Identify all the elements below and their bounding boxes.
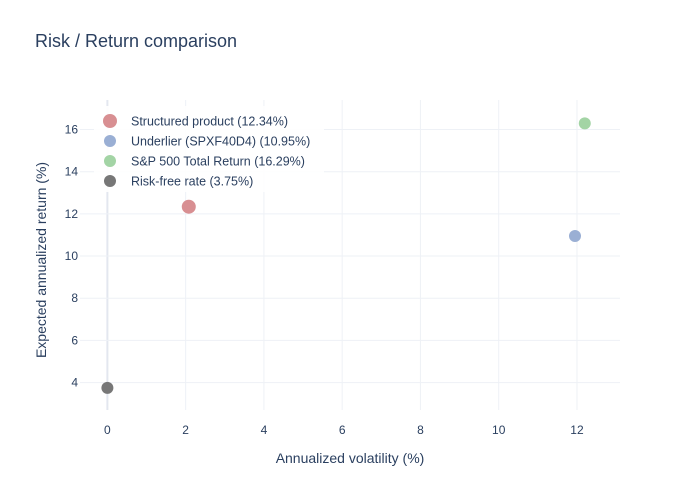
legend-label: Risk-free rate (3.75%) [131,175,253,189]
y-tick-label: 14 [65,165,79,179]
legend-marker [104,135,116,147]
y-axis-title: Expected annualized return (%) [33,162,49,358]
legend-marker [104,155,116,167]
data-point [569,230,581,243]
y-tick-label: 8 [71,291,78,305]
x-tick-label: 2 [182,423,189,437]
legend-background [94,106,324,192]
legend-label: S&P 500 Total Return (16.29%) [131,155,305,169]
chart-title: Risk / Return comparison [35,31,238,51]
y-tick-label: 10 [65,249,79,263]
data-point [181,199,196,214]
legend-marker [104,175,116,187]
y-tick-label: 4 [71,376,78,390]
x-tick-label: 12 [570,423,584,437]
legend-label: Underlier (SPXF40D4) (10.95%) [131,135,310,149]
x-tick-label: 6 [339,423,346,437]
y-tick-label: 6 [71,333,78,347]
legend: Structured product (12.34%) Underlier (SP… [94,106,324,192]
data-points [101,117,591,394]
data-point [578,117,591,130]
tick-labels: 0 2 4 6 8 10 12 4 6 8 10 12 14 16 [65,123,584,437]
legend-marker [103,114,117,128]
legend-label: Structured product (12.34%) [131,115,288,129]
x-tick-label: 10 [492,423,506,437]
y-tick-label: 16 [65,123,79,137]
x-tick-label: 0 [104,423,111,437]
x-axis-title: Annualized volatility (%) [276,450,425,466]
x-tick-label: 8 [417,423,424,437]
x-tick-label: 4 [261,423,268,437]
y-tick-label: 12 [65,207,79,221]
data-point [101,381,114,394]
